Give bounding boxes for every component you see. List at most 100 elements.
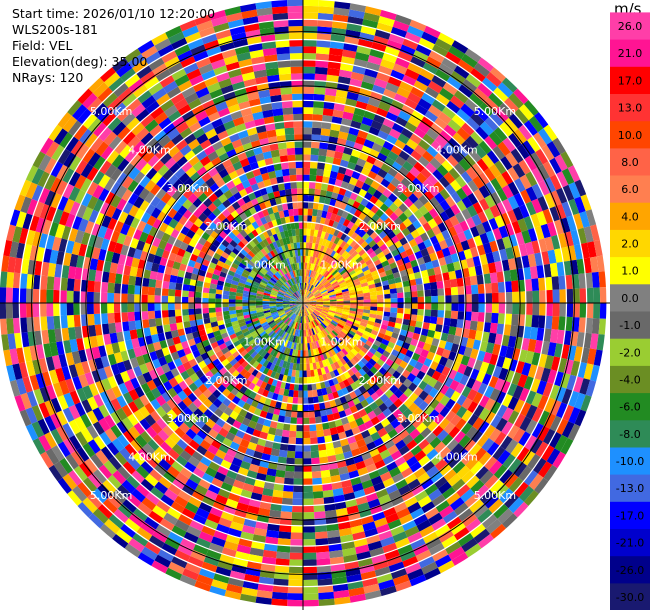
ppi-cell: [330, 34, 346, 43]
ppi-cell: [331, 433, 340, 442]
ppi-cell: [372, 406, 383, 417]
ppi-cell: [519, 174, 532, 190]
ppi-cell: [223, 475, 236, 486]
ppi-cell: [211, 423, 223, 434]
ppi-cell: [543, 328, 552, 343]
ppi-cell: [371, 243, 380, 252]
ppi-cell: [560, 217, 571, 234]
ppi-cell: [346, 319, 354, 325]
ppi-cell: [309, 297, 316, 301]
ppi-cell: [303, 188, 309, 196]
ppi-cell: [378, 193, 388, 204]
ppi-cell: [479, 232, 490, 245]
ppi-cell: [494, 260, 504, 273]
ppi-cell: [117, 465, 131, 480]
ppi-cell: [201, 525, 216, 537]
ppi-cell: [309, 417, 316, 425]
ppi-cell: [410, 367, 420, 377]
ppi-cell: [507, 166, 520, 182]
ppi-cell: [266, 369, 273, 378]
ppi-cell: [438, 239, 449, 250]
ppi-cell: [307, 315, 311, 323]
ppi-cell: [331, 280, 339, 287]
ppi-cell: [506, 382, 518, 397]
ppi-cell: [82, 497, 98, 514]
ppi-cell: [130, 377, 141, 389]
ppi-cell: [391, 266, 400, 274]
ppi-cell: [320, 367, 326, 375]
ppi-cell: [527, 227, 538, 242]
ppi-cell: [315, 265, 320, 273]
ppi-cell: [319, 346, 325, 354]
ppi-cell: [349, 294, 357, 299]
ppi-cell: [311, 270, 316, 278]
ppi-cell: [444, 410, 456, 422]
ppi-cell: [333, 446, 344, 455]
ppi-cell: [316, 209, 323, 218]
ppi-cell: [303, 299, 309, 303]
ppi-cell: [402, 280, 410, 288]
ppi-cell: [507, 181, 520, 196]
ppi-cell: [254, 422, 264, 432]
ppi-cell: [407, 325, 416, 333]
ppi-cell: [348, 247, 356, 256]
ppi-cell: [305, 350, 309, 357]
ppi-cell: [209, 413, 220, 424]
ppi-cell: [257, 313, 265, 318]
ppi-cell: [479, 489, 495, 504]
ppi-cell: [307, 293, 313, 299]
ppi-cell: [281, 324, 288, 331]
ppi-cell: [239, 368, 248, 377]
ppi-cell: [308, 307, 314, 312]
ppi-cell: [367, 186, 377, 196]
ppi-cell: [248, 463, 260, 473]
ppi-cell: [488, 262, 497, 274]
ppi-cell: [292, 307, 298, 312]
ppi-cell: [383, 289, 391, 295]
ppi-cell: [136, 527, 153, 541]
ppi-cell: [309, 300, 317, 302]
ppi-cell: [306, 291, 310, 298]
ppi-cell: [252, 360, 260, 369]
ppi-cell: [304, 282, 307, 290]
ppi-cell: [549, 206, 560, 222]
ppi-cell: [477, 312, 486, 323]
ppi-cell: [368, 347, 377, 355]
ppi-cell: [409, 428, 421, 440]
ppi-cell: [318, 266, 324, 274]
ppi-cell: [314, 355, 319, 363]
ppi-cell: [205, 466, 218, 478]
ppi-cell: [424, 483, 438, 496]
ppi-cell: [271, 413, 280, 422]
ppi-cell: [303, 93, 314, 101]
ppi-cell: [543, 412, 556, 429]
ppi-cell: [392, 531, 408, 543]
ppi-cell: [303, 297, 307, 303]
ppi-cell: [313, 311, 319, 317]
ppi-cell: [307, 201, 314, 209]
ppi-cell: [311, 313, 317, 319]
ppi-cell: [308, 295, 315, 300]
ppi-cell: [466, 205, 478, 218]
ppi-cell: [253, 334, 261, 342]
ppi-cell: [132, 532, 149, 547]
ppi-cell: [307, 307, 313, 313]
ppi-cell: [215, 298, 222, 303]
ppi-cell: [503, 270, 512, 282]
ppi-cell: [359, 564, 375, 574]
ppi-cell: [370, 164, 381, 175]
ppi-cell: [512, 303, 520, 315]
ppi-cell: [317, 258, 323, 266]
ppi-cell: [286, 310, 293, 316]
ppi-cell: [342, 326, 350, 333]
ppi-cell: [416, 422, 428, 434]
ppi-cell: [188, 412, 199, 424]
ppi-cell: [133, 409, 145, 423]
ppi-cell: [418, 263, 427, 272]
ppi-cell: [331, 164, 340, 173]
ppi-cell: [306, 222, 312, 230]
ppi-cell: [465, 117, 480, 131]
ppi-cell: [527, 253, 537, 268]
ppi-cell: [167, 448, 180, 461]
ppi-cell: [315, 382, 322, 390]
